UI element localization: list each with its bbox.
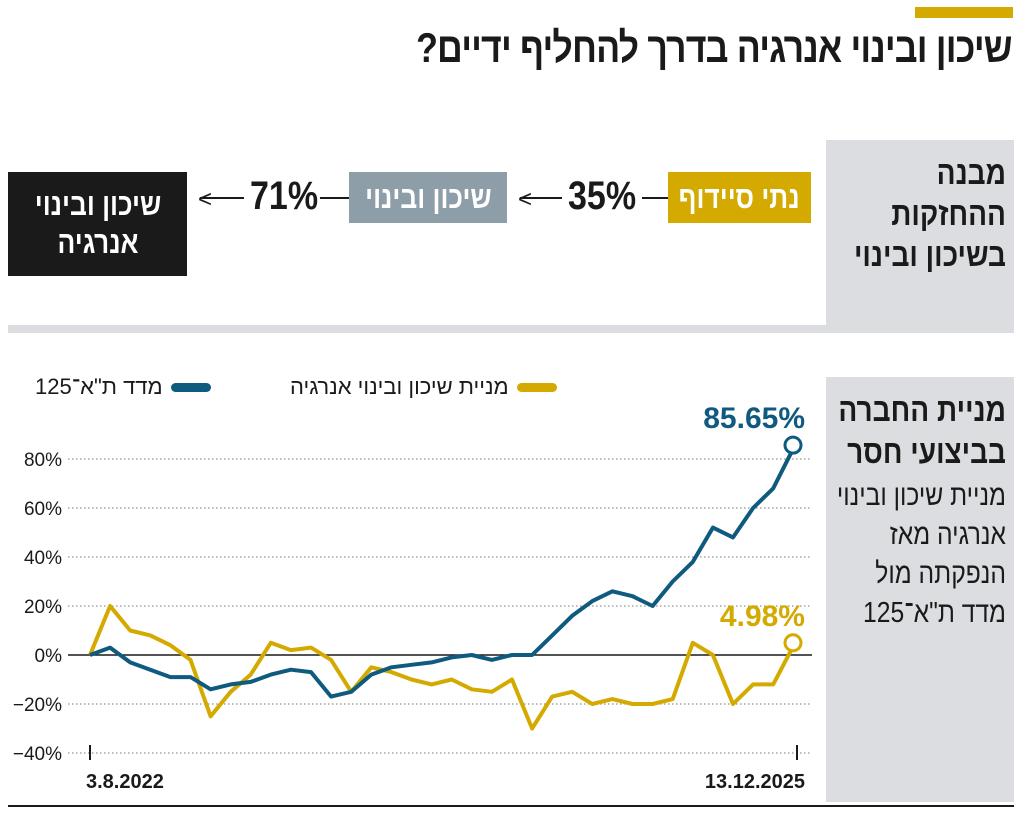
performance-label-panel: מניית החברה בביצועי חסר מניית שיכון ובינ… bbox=[826, 377, 1014, 802]
legend-item-index: מדד ת"א־125 bbox=[35, 374, 211, 400]
connector-line bbox=[320, 197, 349, 199]
y-tick-label: 40% bbox=[24, 548, 62, 569]
arrowhead-icon: < bbox=[198, 186, 213, 213]
arrow-left-icon bbox=[200, 197, 244, 199]
performance-description: מניית שיכון ובינוי אנרגיה מאז הנפקתה מול… bbox=[836, 480, 1006, 629]
legend-label: מדד ת"א־125 bbox=[35, 374, 163, 399]
parent-company-box: שיכון ובינוי bbox=[349, 172, 507, 223]
ownership-label: מבנה ההחזקות בשיכון ובינוי bbox=[853, 154, 1006, 273]
owner-box: נתי סיידוף bbox=[668, 172, 811, 223]
performance-label: מניית החברה בביצועי חסר bbox=[838, 391, 1006, 470]
arrow-left-icon bbox=[520, 197, 562, 199]
index-series-line bbox=[89, 444, 797, 699]
subsidiary-box: שיכון ובינוי אנרגיה bbox=[8, 172, 187, 276]
ownership-pct-2: 71% bbox=[250, 174, 319, 218]
y-tick-label: 60% bbox=[24, 499, 62, 520]
connector-line bbox=[642, 197, 668, 199]
legend-item-company: מניית שיכון ובינוי אנרגיה bbox=[290, 374, 557, 400]
end-value-label: 85.65% bbox=[703, 402, 805, 435]
legend-swatch bbox=[170, 382, 211, 392]
line-chart: 80% 60% 40% 20% 0% −20% −40% 3.8.2022 13.12.2025… bbox=[13, 402, 812, 793]
legend-swatch bbox=[516, 382, 557, 392]
ownership-label-wrap: מבנה ההחזקות בשיכון ובינוי bbox=[828, 152, 1006, 275]
arrowhead-icon: < bbox=[518, 186, 533, 213]
legend-label: מניית שיכון ובינוי אנרגיה bbox=[290, 374, 509, 399]
performance-text-wrap: מניית החברה בביצועי חסר מניית שיכון ובינ… bbox=[828, 389, 1006, 633]
y-tick-label: 0% bbox=[35, 646, 63, 667]
company-series-line bbox=[88, 604, 797, 731]
y-tick-label: −20% bbox=[13, 695, 62, 716]
accent-bar bbox=[915, 7, 1013, 18]
page-title: שיכון ובינוי אנרגיה בדרך להחליף ידיים? bbox=[416, 24, 1012, 71]
end-value-label: 4.98% bbox=[720, 600, 805, 633]
y-tick-label: 20% bbox=[24, 597, 62, 618]
end-point-marker bbox=[783, 435, 803, 455]
ownership-label-panel: מבנה ההחזקות בשיכון ובינוי bbox=[826, 140, 1014, 325]
bottom-rule bbox=[8, 805, 1014, 807]
ownership-pct-1: 35% bbox=[568, 174, 637, 218]
end-point-marker bbox=[783, 633, 803, 653]
y-tick-label: 80% bbox=[24, 450, 62, 471]
y-tick-label: −40% bbox=[13, 744, 62, 765]
section-divider bbox=[8, 325, 1014, 333]
x-tick-label: 3.8.2022 bbox=[86, 771, 164, 793]
x-tick-label: 13.12.2025 bbox=[705, 771, 805, 793]
